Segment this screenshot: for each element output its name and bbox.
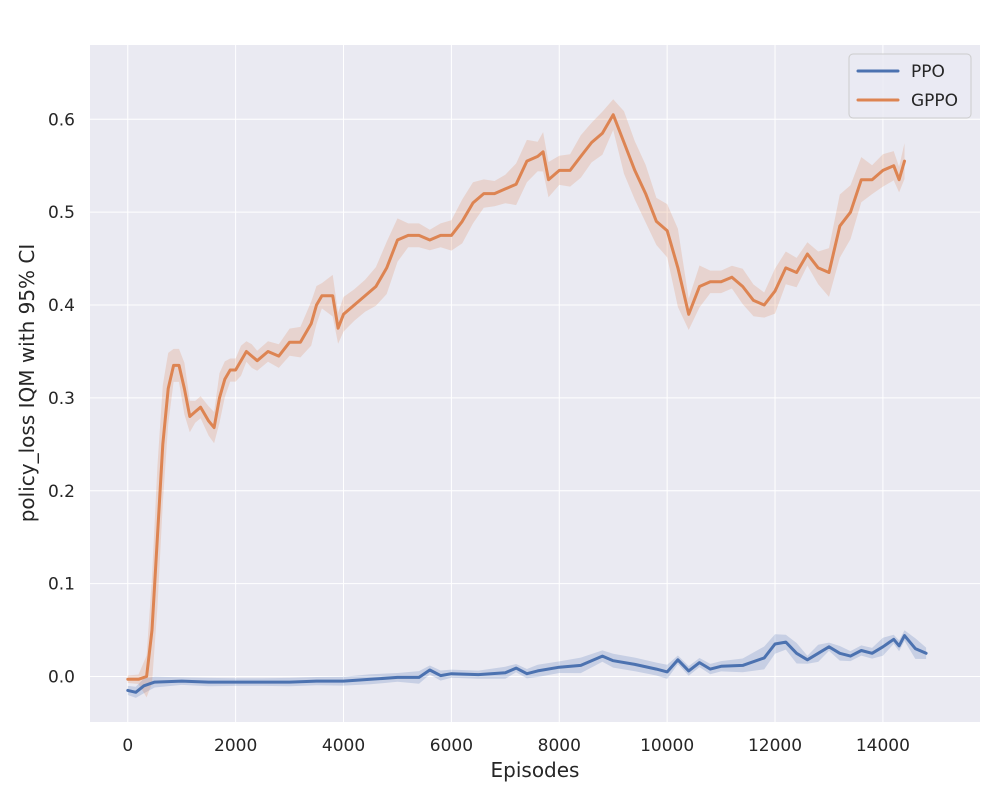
series-lines: [126, 113, 928, 694]
x-tick-label: 10000: [640, 736, 694, 756]
legend-label-ppo: PPO: [911, 62, 945, 82]
y-tick-label: 0.1: [48, 575, 75, 595]
y-axis-label: policy_loss IQM with 95% CI: [15, 244, 39, 523]
y-tick-label: 0.3: [48, 389, 75, 409]
y-tick-labels: 0.0 0.1 0.2 0.3 0.4 0.5 0.6: [48, 110, 75, 687]
x-tick-label: 2000: [214, 736, 257, 756]
y-tick-label: 0.5: [48, 203, 75, 223]
series-line-gppo: [126, 113, 906, 681]
grid: [90, 45, 980, 722]
legend: PPO GPPO: [848, 53, 972, 119]
x-tick-label: 4000: [322, 736, 365, 756]
x-tick-label: 14000: [856, 736, 910, 756]
y-tick-label: 0.6: [48, 110, 75, 130]
x-axis-label: Episodes: [491, 758, 580, 782]
x-tick-label: 8000: [538, 736, 581, 756]
y-tick-label: 0.4: [48, 296, 75, 316]
y-tick-label: 0.0: [48, 667, 75, 687]
y-tick-label: 0.2: [48, 482, 75, 502]
x-tick-label: 0: [122, 736, 133, 756]
x-tick-label: 6000: [430, 736, 473, 756]
series-line-ppo: [126, 634, 928, 694]
x-tick-label: 12000: [748, 736, 802, 756]
x-tick-labels: 0 2000 4000 6000 8000 10000 12000 14000: [122, 736, 910, 756]
legend-label-gppo: GPPO: [911, 91, 958, 111]
